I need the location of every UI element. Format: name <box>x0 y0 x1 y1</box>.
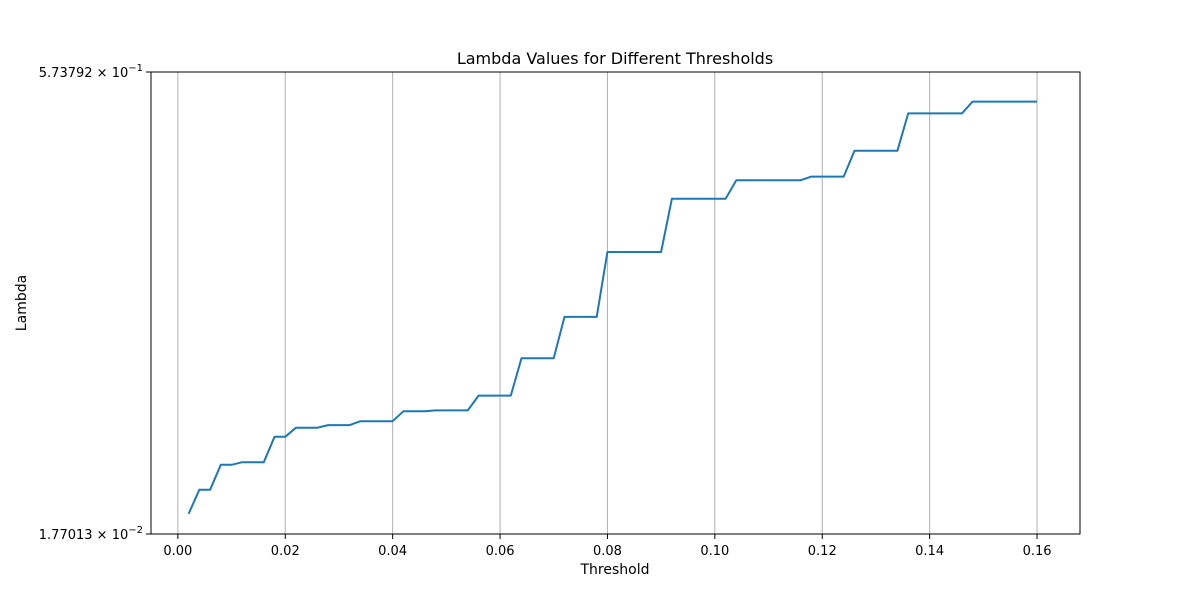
x-tick-label: 0.04 <box>378 544 407 559</box>
y-axis-ticks: 1.77013 × 10−2 5.73792 × 10−1 <box>39 63 151 543</box>
x-tick-label: 0.02 <box>271 544 300 559</box>
series-layer <box>187 100 1037 515</box>
x-tick-label: 0.06 <box>486 544 515 559</box>
chart-title: Lambda Values for Different Thresholds <box>457 49 773 68</box>
x-tick-label: 0.10 <box>700 544 729 559</box>
lambda-series-line <box>187 100 1037 515</box>
plot-frame <box>150 71 1081 535</box>
y-axis-label: Lambda <box>14 275 30 331</box>
x-tick-label: 0.00 <box>163 544 192 559</box>
y-tick-label: 1.77013 × 10−2 <box>39 525 143 543</box>
x-tick-label: 0.14 <box>915 544 944 559</box>
y-tick-label: 5.73792 × 10−1 <box>39 63 143 81</box>
x-tick-label: 0.12 <box>808 544 837 559</box>
x-tick-label: 0.08 <box>593 544 622 559</box>
x-tick-label: 0.16 <box>1023 544 1052 559</box>
grid-lines <box>177 72 1038 534</box>
x-axis-label: Threshold <box>580 562 650 578</box>
x-axis-ticks: 0.00 0.02 0.04 0.06 0.08 0.10 0.12 0.14 0.16 <box>163 534 1052 559</box>
